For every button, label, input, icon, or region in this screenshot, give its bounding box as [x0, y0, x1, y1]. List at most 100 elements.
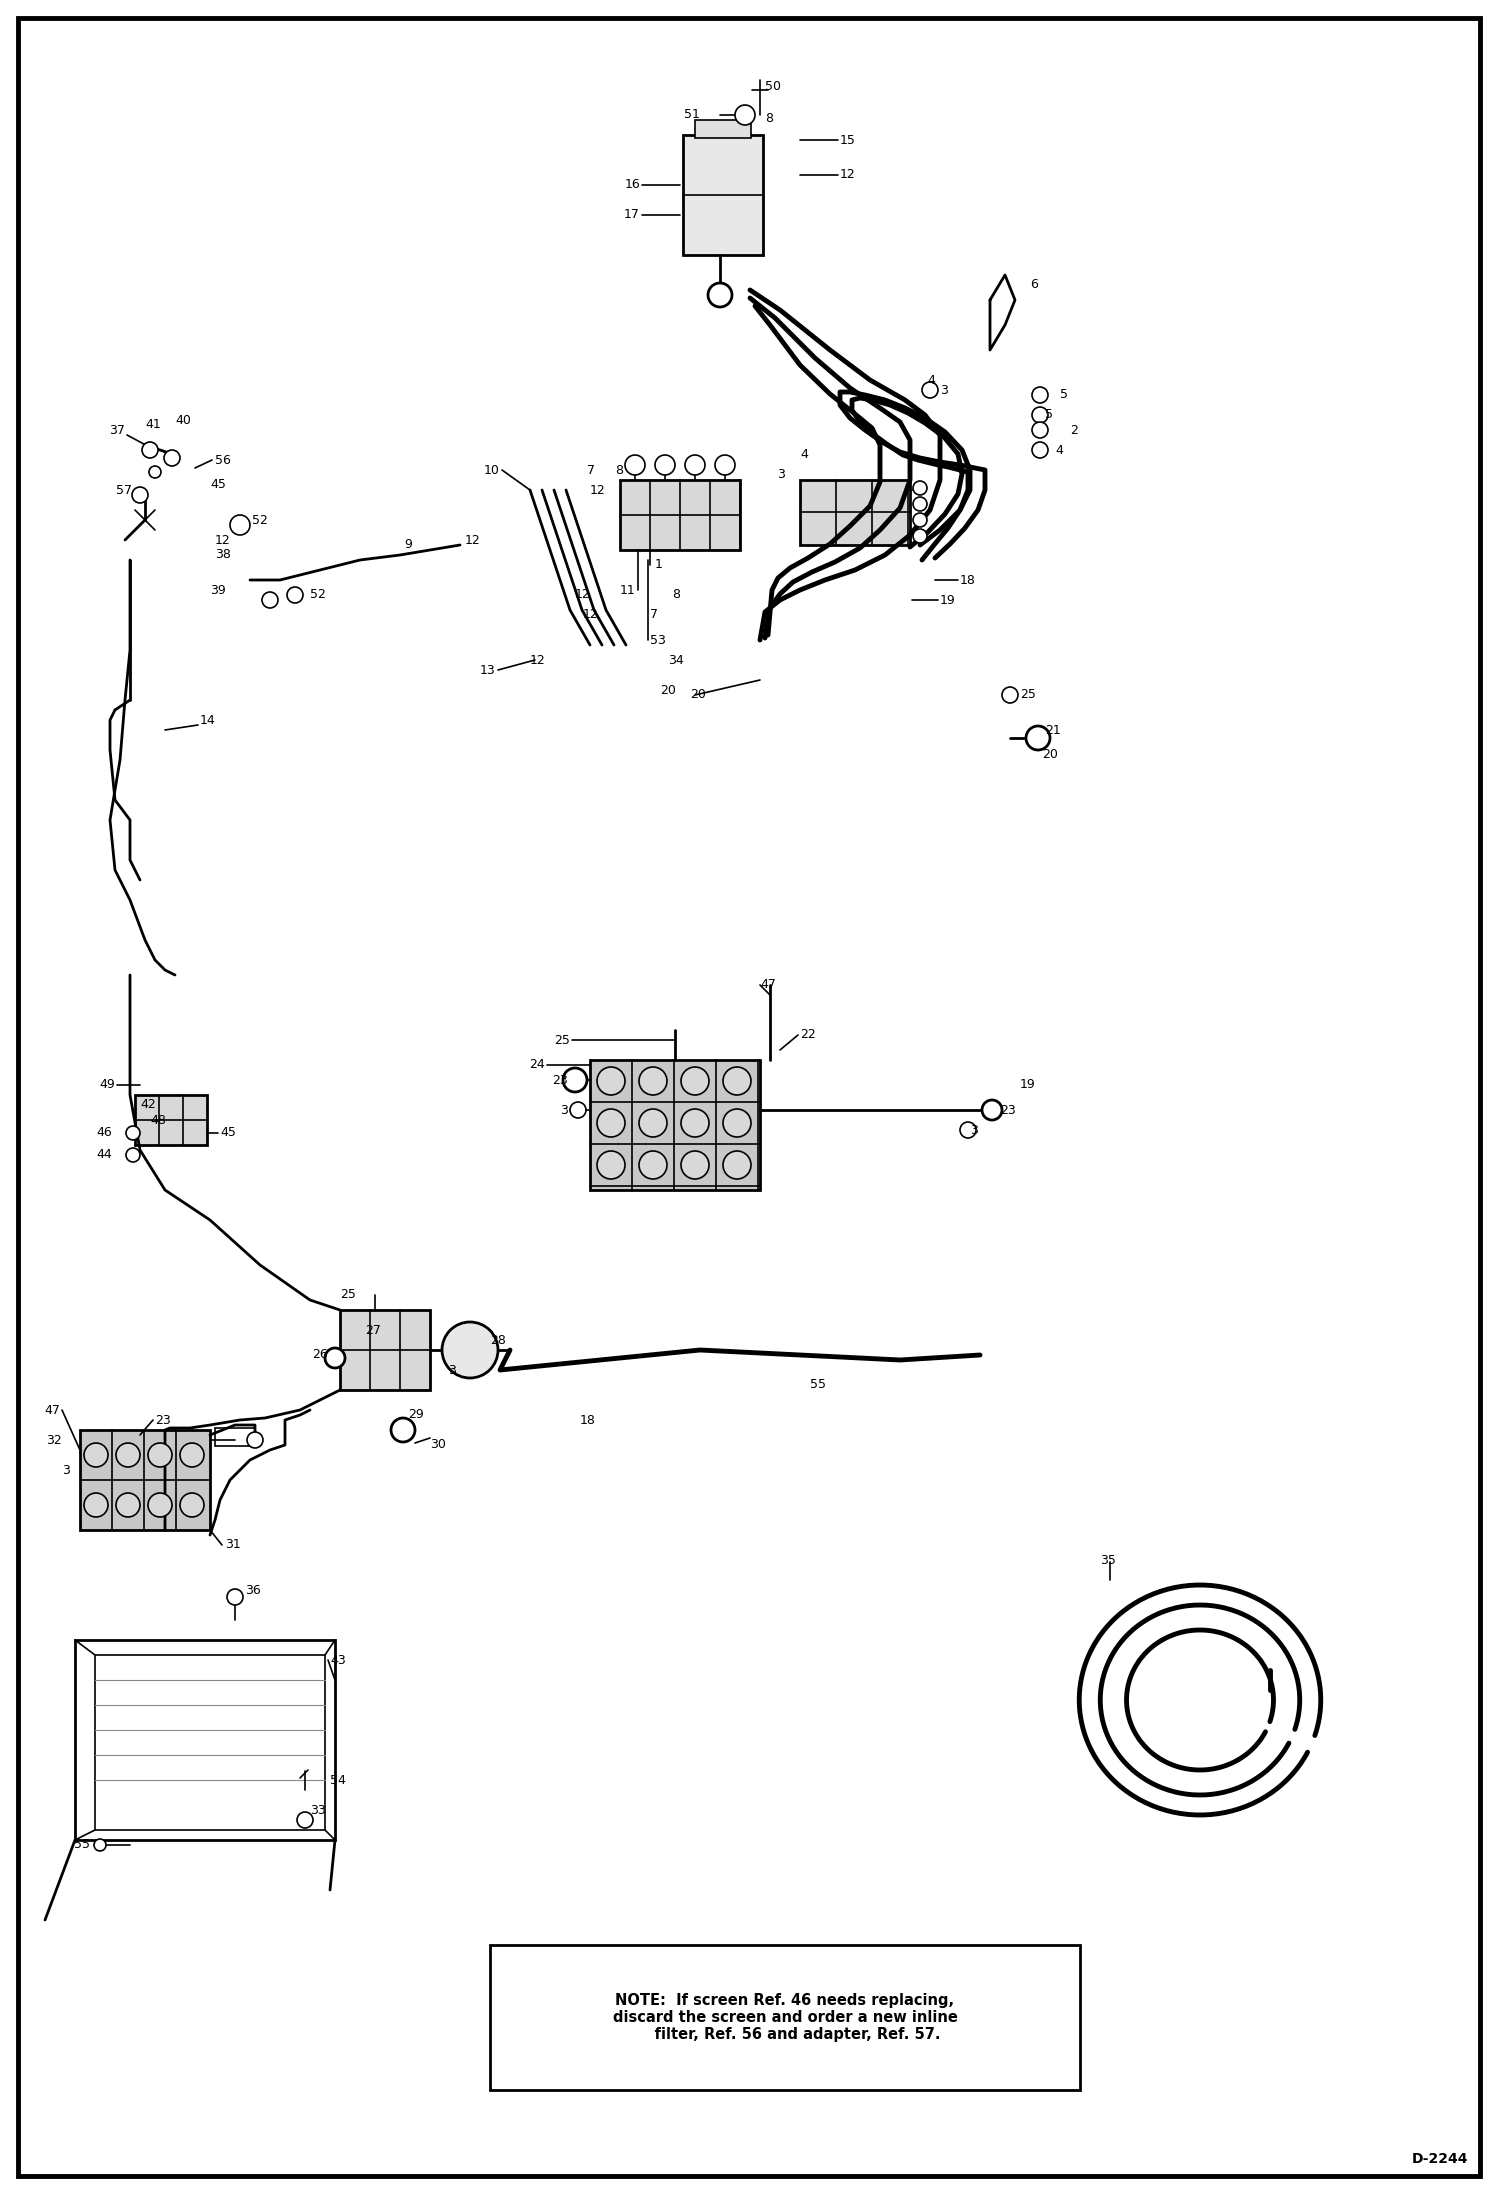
Text: 4: 4 [800, 448, 807, 461]
Text: 27: 27 [366, 1323, 380, 1336]
Circle shape [288, 588, 303, 603]
Text: 40: 40 [175, 412, 190, 426]
Bar [135, 1095, 207, 1145]
Circle shape [84, 1444, 108, 1468]
Text: 20: 20 [1043, 748, 1058, 761]
Circle shape [598, 1066, 625, 1095]
Circle shape [598, 1108, 625, 1136]
Circle shape [115, 1444, 139, 1468]
Text: 3: 3 [448, 1362, 455, 1376]
Text: 7: 7 [650, 608, 658, 621]
Text: 56: 56 [216, 454, 231, 467]
Text: 47: 47 [759, 979, 776, 992]
Circle shape [598, 1152, 625, 1178]
Text: 49: 49 [99, 1079, 115, 1090]
Text: 9: 9 [404, 538, 412, 551]
Text: 46: 46 [96, 1126, 112, 1139]
Text: 51: 51 [685, 108, 700, 121]
Circle shape [247, 1433, 264, 1448]
Text: 23: 23 [553, 1073, 568, 1086]
Circle shape [724, 1066, 750, 1095]
Text: 29: 29 [407, 1409, 424, 1422]
Text: 44: 44 [96, 1147, 112, 1161]
Bar [695, 121, 750, 138]
Circle shape [84, 1492, 108, 1516]
Bar [490, 1946, 1080, 2091]
Bar [79, 1430, 210, 1529]
Text: 37: 37 [109, 423, 124, 437]
Bar [216, 1428, 255, 1446]
Circle shape [163, 450, 180, 465]
Text: 45: 45 [220, 1126, 235, 1139]
Circle shape [960, 1121, 977, 1139]
Circle shape [640, 1152, 667, 1178]
Circle shape [228, 1588, 243, 1606]
Text: 8: 8 [616, 463, 623, 476]
Circle shape [132, 487, 148, 502]
Text: 3: 3 [61, 1463, 70, 1477]
Circle shape [126, 1126, 139, 1141]
Circle shape [655, 454, 676, 474]
Bar [620, 480, 740, 551]
Text: 12: 12 [530, 654, 545, 667]
Circle shape [94, 1839, 106, 1852]
Circle shape [148, 1492, 172, 1516]
Text: 3: 3 [777, 470, 785, 480]
Text: 12: 12 [464, 533, 479, 546]
Circle shape [724, 1152, 750, 1178]
Text: 34: 34 [668, 654, 683, 667]
Circle shape [231, 516, 250, 535]
Circle shape [325, 1347, 345, 1369]
Bar [800, 480, 909, 544]
Text: D-2244: D-2244 [1411, 2152, 1468, 2165]
Text: 16: 16 [625, 178, 640, 191]
Text: 45: 45 [210, 478, 226, 491]
Text: 5: 5 [1046, 408, 1053, 421]
Circle shape [391, 1417, 415, 1441]
Text: 10: 10 [484, 463, 500, 476]
Text: 20: 20 [661, 685, 676, 695]
Circle shape [563, 1068, 587, 1093]
Text: 25: 25 [1020, 689, 1037, 702]
Text: 42: 42 [139, 1099, 156, 1112]
Text: 12: 12 [840, 169, 855, 182]
Circle shape [180, 1444, 204, 1468]
Circle shape [1026, 726, 1050, 750]
Circle shape [709, 283, 733, 307]
Bar [340, 1310, 430, 1391]
Circle shape [682, 1066, 709, 1095]
Circle shape [715, 454, 736, 474]
Text: 7: 7 [587, 463, 595, 476]
Text: 5: 5 [1061, 388, 1068, 402]
Text: 33: 33 [310, 1803, 325, 1817]
Text: 48: 48 [150, 1115, 166, 1126]
Text: 3: 3 [941, 384, 948, 397]
Text: 1: 1 [655, 559, 664, 570]
Circle shape [685, 454, 706, 474]
Text: 55: 55 [810, 1378, 825, 1391]
Circle shape [912, 529, 927, 542]
Text: 30: 30 [430, 1439, 446, 1452]
Text: 14: 14 [201, 713, 216, 726]
Text: 18: 18 [580, 1413, 596, 1426]
Text: 11: 11 [620, 584, 635, 597]
Text: 53: 53 [650, 634, 667, 647]
Text: 3: 3 [560, 1104, 568, 1117]
Circle shape [682, 1108, 709, 1136]
Circle shape [912, 498, 927, 511]
Text: 28: 28 [490, 1334, 506, 1347]
Text: 24: 24 [529, 1058, 545, 1071]
Text: 15: 15 [840, 134, 855, 147]
Text: 43: 43 [330, 1654, 346, 1667]
Circle shape [297, 1812, 313, 1828]
Text: 17: 17 [625, 208, 640, 222]
Circle shape [921, 382, 938, 397]
Text: 19: 19 [941, 595, 956, 606]
Text: 47: 47 [43, 1404, 60, 1417]
Circle shape [983, 1099, 1002, 1119]
Text: 52: 52 [310, 588, 327, 601]
Circle shape [640, 1066, 667, 1095]
Bar [75, 1639, 336, 1841]
Text: 12: 12 [574, 588, 590, 601]
Text: NOTE:  If screen Ref. 46 needs replacing,
discard the screen and order a new inl: NOTE: If screen Ref. 46 needs replacing,… [613, 1992, 957, 2043]
